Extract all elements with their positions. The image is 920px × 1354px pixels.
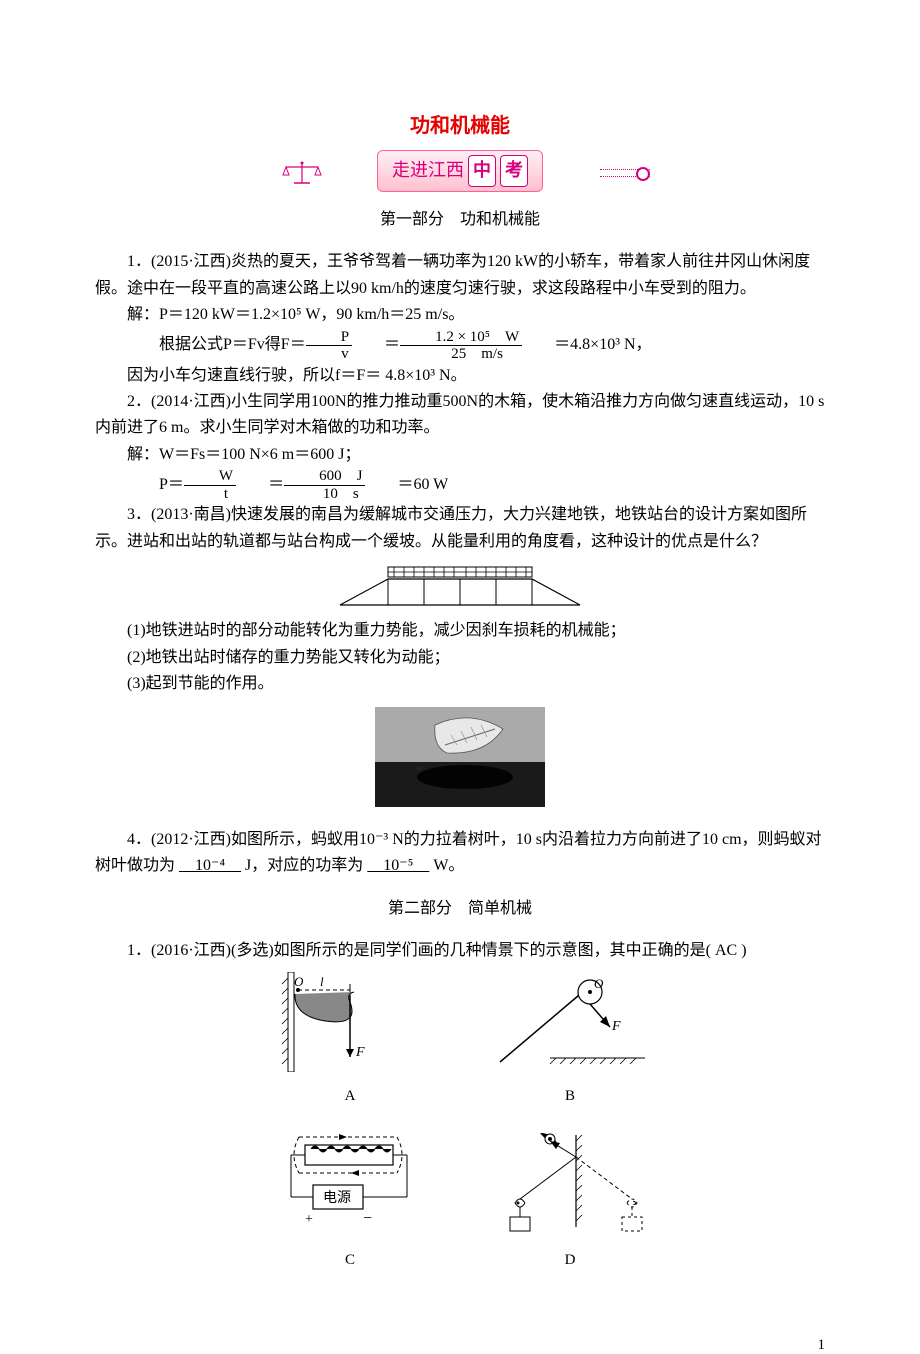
q4-text: 4．(2012·江西)如图所示，蚂蚁用10⁻³ N的力拉着树叶，10 s内沿着拉…: [95, 827, 825, 880]
station-diagram: [95, 561, 825, 616]
q4-blank2: 10⁻⁵: [363, 857, 433, 874]
svg-text:O: O: [594, 976, 604, 991]
page-number: 1: [0, 1337, 920, 1354]
banner-text: 走进江西: [392, 156, 464, 186]
leaf-photo: [95, 707, 825, 816]
diagram-c: 电源 + − C: [270, 1127, 430, 1273]
banner-tail-icon: [600, 169, 650, 177]
part2-heading: 第二部分 简单机械: [95, 896, 825, 922]
lever-diagrams: O l F A O: [95, 972, 825, 1272]
balance-scale-icon: [280, 159, 324, 187]
svg-text:l: l: [320, 974, 324, 989]
q2-sol2: P＝ Wt ＝ 600 J10 s ＝60 W: [95, 468, 825, 502]
q1-sol2: 根据公式P＝Fv得F＝ Pv ＝ 1.2 × 10⁵ W25 m/s ＝4.8×…: [95, 329, 825, 363]
q1-sol3: 因为小车匀速直线行驶，所以f＝F＝ 4.8×10³ N。: [95, 363, 825, 389]
q3-ans3: (3)起到节能的作用。: [95, 671, 825, 697]
q4-blank1: 10⁻⁴: [175, 857, 245, 874]
diagram-d: D: [490, 1127, 650, 1273]
exam-banner: 走进江西 中 考: [95, 151, 825, 191]
q3-ans1: (1)地铁进站时的部分动能转化为重力势能，减少因刹车损耗的机械能；: [95, 618, 825, 644]
svg-text:F: F: [355, 1045, 365, 1060]
q2-sol1: 解：W＝Fs＝100 N×6 m＝600 J；: [95, 442, 825, 468]
p2-q1-text: 1．(2016·江西)(多选)如图所示的是同学们画的几种情景下的示意图，其中正确…: [95, 938, 825, 964]
label-d: D: [490, 1248, 650, 1273]
q2-text: 2．(2014·江西)小生同学用100N的推力推动重500N的木箱，使木箱沿推力…: [95, 389, 825, 442]
q3-ans2: (2)地铁出站时储存的重力势能又转化为动能；: [95, 645, 825, 671]
diagram-b: O F B: [490, 972, 650, 1108]
label-c: C: [270, 1248, 430, 1273]
svg-text:O: O: [294, 974, 304, 989]
page-title: 功和机械能: [95, 110, 825, 143]
q1-text: 1．(2015·江西)炎热的夏天，王爷爷驾着一辆功率为120 kW的小轿车，带着…: [95, 249, 825, 302]
q3-text: 3．(2013·南昌)快速发展的南昌为缓解城市交通压力，大力兴建地铁，地铁站台的…: [95, 502, 825, 555]
label-a: A: [270, 1084, 430, 1109]
q1-sol1: 解：P＝120 kW＝1.2×10⁵ W，90 km/h＝25 m/s。: [95, 302, 825, 328]
banner-kao: 考: [500, 155, 528, 187]
banner-zhong: 中: [468, 155, 496, 187]
label-b: B: [490, 1084, 650, 1109]
svg-text:+: +: [305, 1212, 313, 1227]
svg-text:F: F: [611, 1019, 621, 1034]
diagram-a: O l F A: [270, 972, 430, 1108]
part1-heading: 第一部分 功和机械能: [95, 207, 825, 233]
svg-text:−: −: [363, 1210, 372, 1227]
svg-text:电源: 电源: [323, 1190, 351, 1206]
